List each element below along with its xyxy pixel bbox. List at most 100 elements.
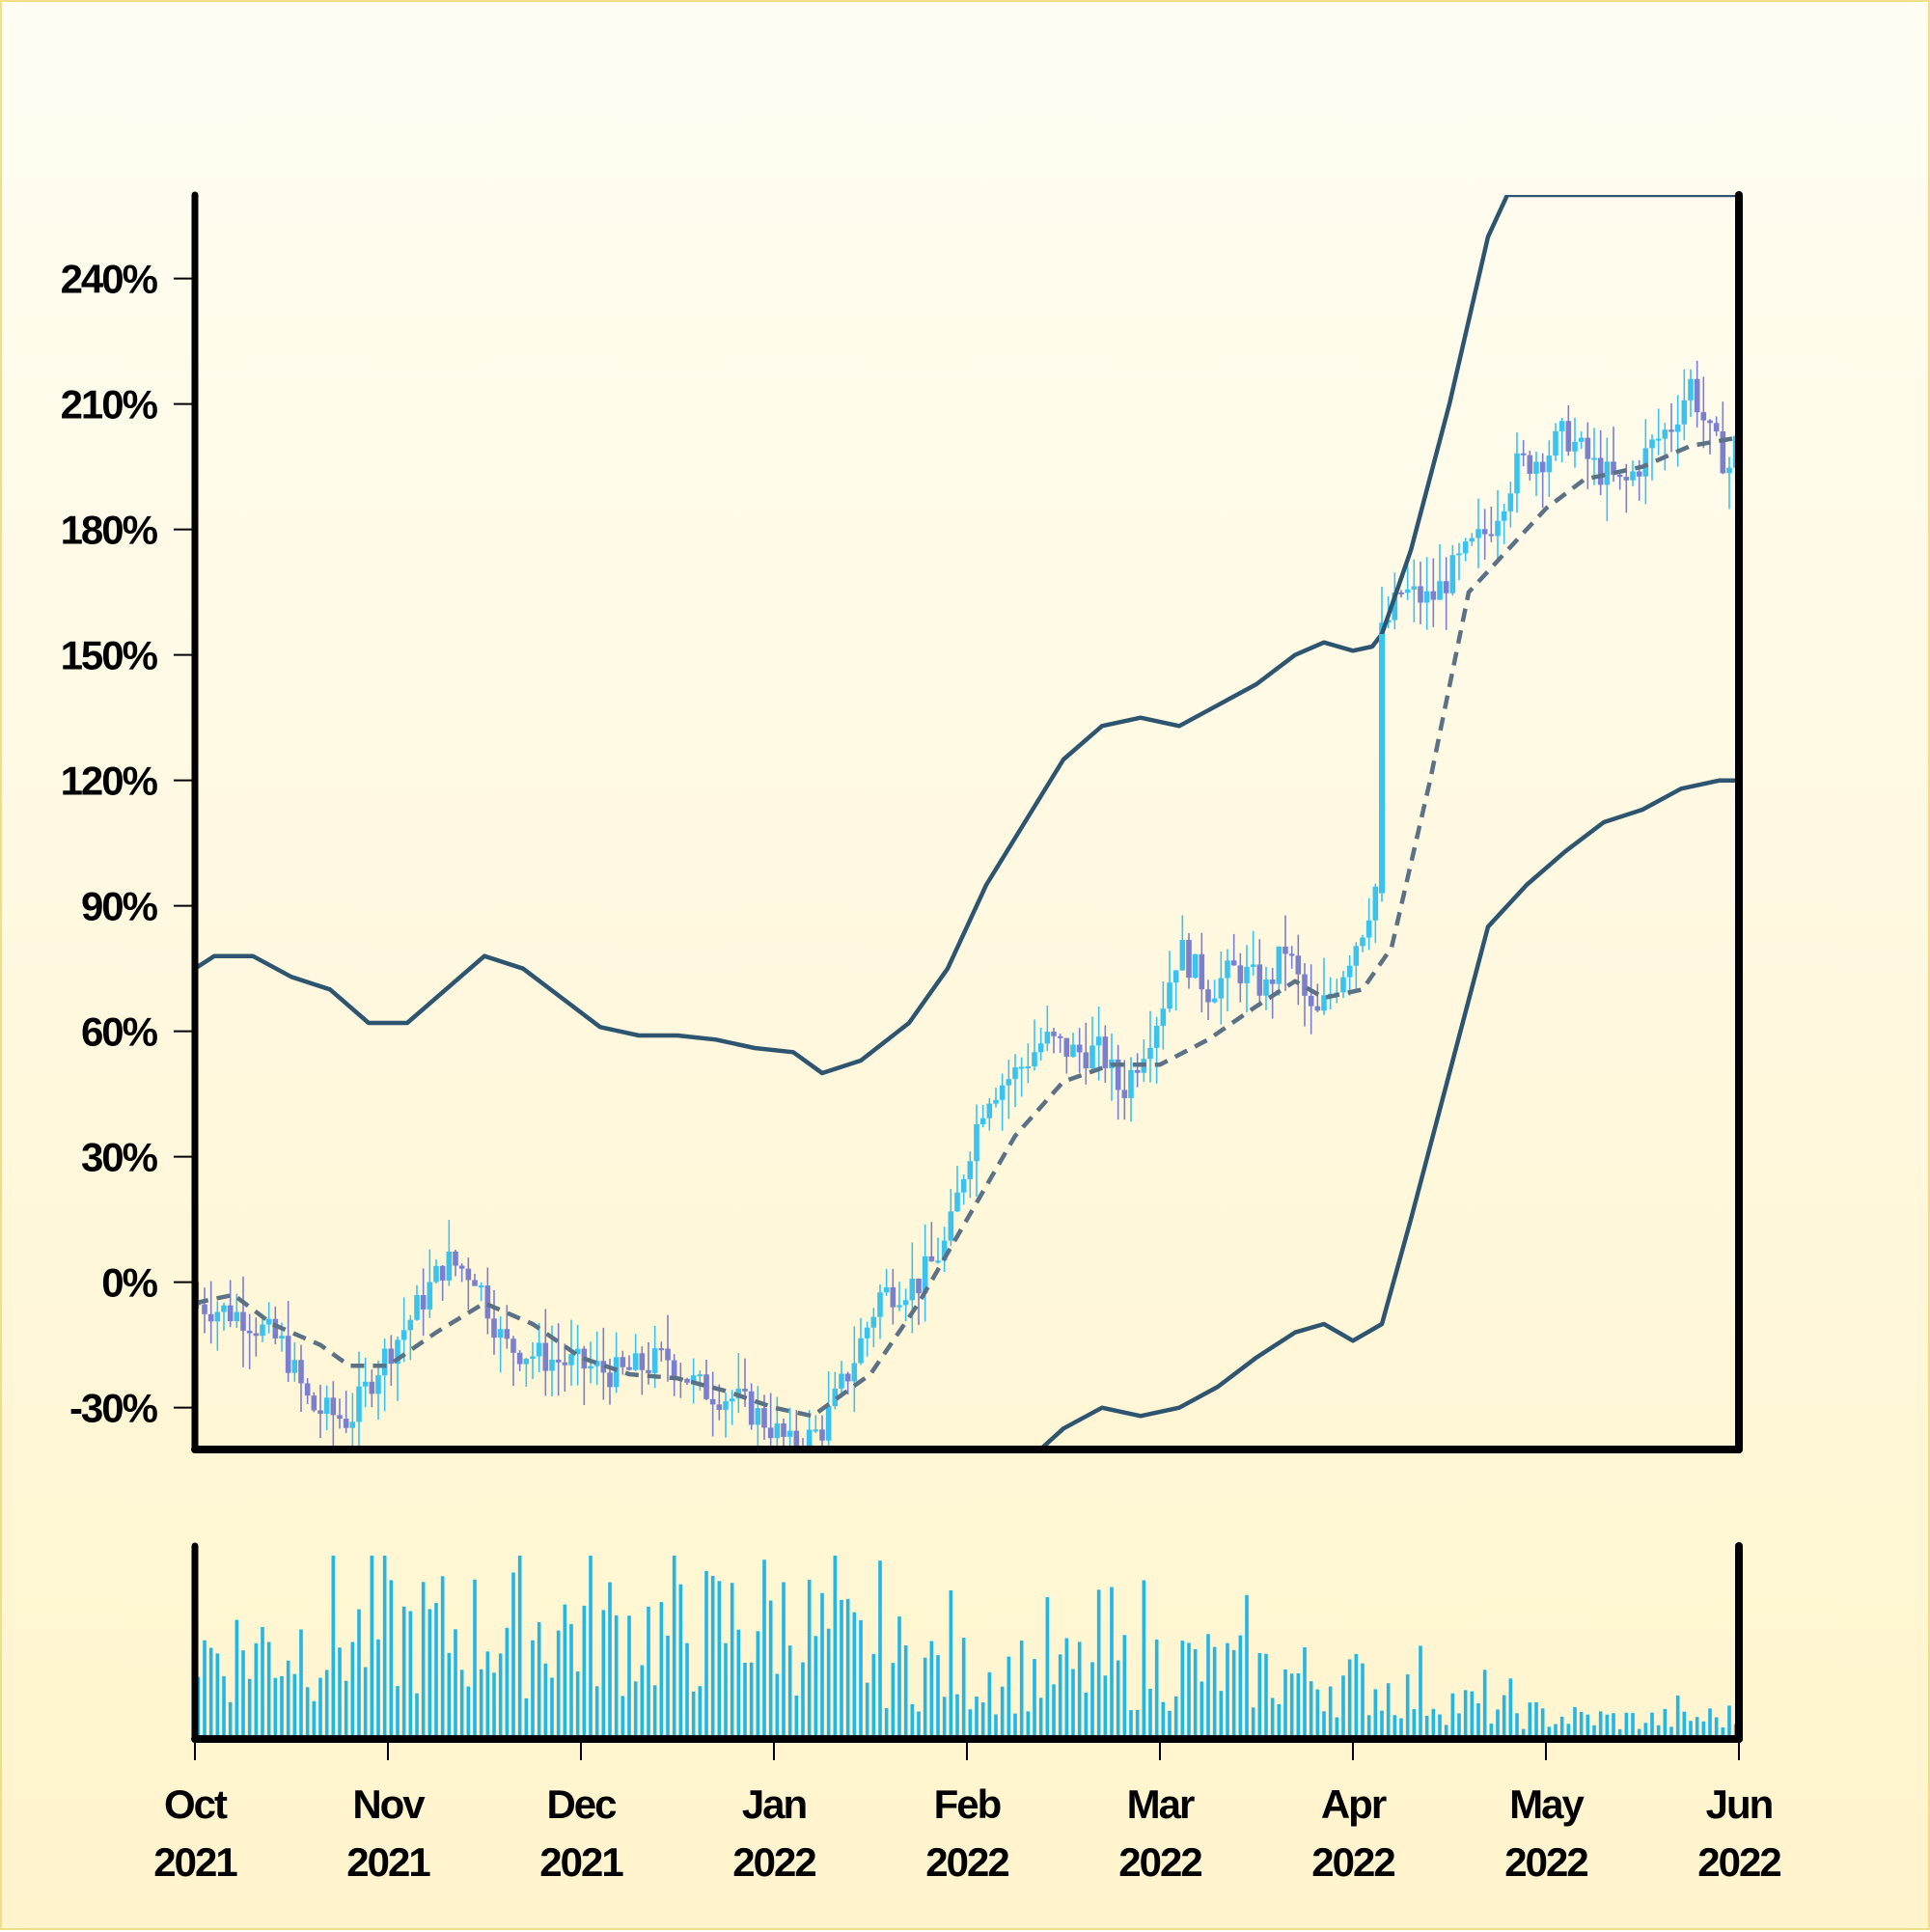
candle-body [1160,1008,1167,1026]
candle-body [774,1423,781,1439]
volume-bar [685,1642,689,1739]
candle-body [1720,430,1726,474]
candle-body [1539,461,1546,473]
candle-body [1437,581,1443,600]
volume-bar [1637,1728,1641,1739]
volume-bar [852,1612,857,1739]
volume-bar [485,1651,490,1739]
volume-bar [608,1582,612,1739]
candle-body [246,1330,253,1334]
candle-body [1250,964,1256,967]
candle-body [1527,455,1533,474]
candle-body [665,1348,671,1361]
volume-bar [1612,1713,1615,1739]
volume-bar [370,1556,374,1739]
volume-bar [1682,1711,1687,1739]
candle-body [651,1348,658,1373]
volume-bar [1322,1711,1326,1739]
candle-body [593,1361,600,1366]
x-tick-month: Dec [546,1781,617,1827]
candle-body [1186,940,1192,979]
candle-body [1308,995,1314,1007]
volume-bar [1315,1689,1320,1739]
volume-bar [782,1582,786,1739]
candle-body [1018,1066,1025,1069]
candle-body [439,1265,446,1281]
volume-bar [1476,1703,1480,1739]
volume-bar [280,1675,284,1739]
volume-bar [1566,1724,1571,1739]
x-tick-year: 2022 [1118,1839,1201,1885]
volume-bar [1631,1713,1635,1739]
volume-bar [652,1685,657,1739]
volume-bar [994,1714,998,1739]
candle-body [1662,429,1668,439]
volume-bar [1238,1635,1243,1739]
candle-body [549,1359,555,1371]
volume-bar [1521,1728,1526,1739]
volume-bar [208,1647,213,1739]
candle-body [311,1395,317,1411]
x-tick-year: 2022 [1504,1839,1587,1885]
candle-body [607,1372,613,1388]
volume-bar [382,1556,387,1739]
volume-bar [1695,1717,1699,1739]
volume-bar [640,1665,645,1739]
volume-bar [318,1677,322,1739]
candle-body [323,1397,330,1414]
volume-bar [1489,1724,1494,1739]
volume-bar [1528,1702,1532,1739]
candle-body [709,1398,716,1405]
candle-body [214,1311,221,1322]
x-tick-year: 2021 [539,1839,623,1885]
volume-bar [730,1583,734,1739]
upper-band-line [195,195,1739,1076]
candle-body [761,1408,767,1428]
volume-bar [1110,1587,1114,1739]
volume-bar [936,1655,940,1739]
x-tick-labels: Oct 2021 Nov 2021 Dec 2021 Jan 2022 Feb 2022 Mar 20… [153,1739,1782,1885]
candle-body [954,1192,960,1212]
candle-body [343,1419,349,1428]
candle-body [1668,429,1674,432]
volume-bar [678,1584,683,1739]
candle-body [304,1383,311,1396]
candle-body [813,1429,819,1432]
volume-bar [1405,1674,1410,1739]
candle-body [400,1330,407,1340]
candle-body [1688,378,1694,400]
candle-body [1726,467,1732,474]
candle-body [1172,970,1179,983]
candle-body [646,1369,651,1373]
candle-body [877,1292,883,1317]
candle-body [767,1427,774,1439]
candle-body [1360,937,1365,947]
candle-body [639,1353,646,1370]
candle-body [562,1362,568,1366]
volume-bar [1289,1673,1294,1739]
volume-bar [1663,1708,1668,1739]
volume-bar [968,1709,973,1739]
volume-bar [563,1604,567,1739]
candle-body [902,1300,909,1306]
x-tick-year: 2021 [346,1839,430,1885]
volume-bar [813,1636,818,1739]
candle-body [999,1085,1006,1100]
volume-bar [1354,1654,1359,1739]
volume-bar [736,1629,741,1739]
candle-body [825,1406,832,1441]
candle-body [555,1359,562,1363]
candle-body [253,1333,260,1337]
volume-bar [466,1686,471,1739]
candle-body [1597,457,1604,485]
volume-bar [324,1670,329,1739]
volume-bar [762,1559,766,1739]
volume-bar [794,1696,799,1739]
volume-bar [1090,1662,1094,1739]
candle-body [1398,592,1404,594]
candle-body [542,1342,549,1371]
volume-bar [987,1671,992,1739]
volume-bar [633,1681,638,1739]
candle-body [536,1342,542,1357]
candle-body [1051,1032,1057,1036]
